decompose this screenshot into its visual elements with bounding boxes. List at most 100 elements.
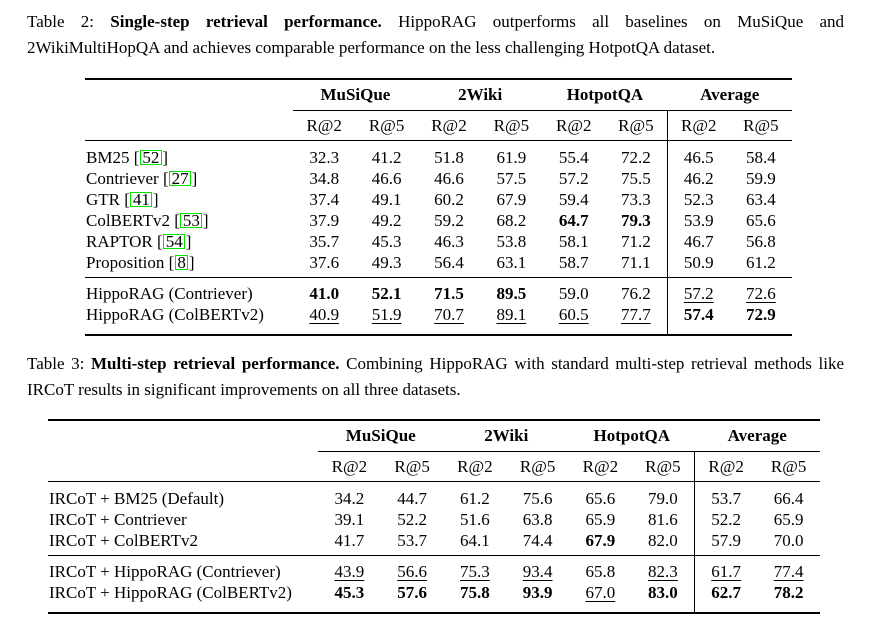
table-row: RAPTOR [54] 35.7 45.3 46.3 53.8 58.1 71.2 46.7 5… [85, 231, 792, 252]
metric-value: 61.9 [496, 147, 527, 167]
metric-value: 65.6 [585, 488, 616, 508]
caption-label: Table 3: [27, 354, 85, 373]
metric-value: 66.4 [773, 488, 804, 508]
citation-link[interactable]: 54 [163, 233, 186, 249]
metric-value: 43.9 [318, 555, 381, 582]
metric-value: 41.2 [371, 147, 402, 167]
metric-value: 72.2 [621, 147, 651, 167]
metric-value: 52.2 [694, 509, 758, 530]
metric-header: R@2 [569, 451, 632, 482]
metric-value: 82.3 [631, 555, 695, 582]
metric-value: 70.0 [773, 530, 804, 550]
metric-value: 41.0 [293, 277, 356, 304]
metric-value: 57.9 [694, 530, 758, 556]
metric-value: 50.9 [666, 252, 730, 278]
metric-value: 46.7 [666, 231, 730, 252]
citation-link[interactable]: 53 [180, 212, 203, 228]
metric-value: 60.2 [434, 189, 464, 209]
metric-value: 79.3 [621, 210, 651, 230]
metric-value: 40.9 [309, 304, 340, 324]
column-group-header: MuSiQue [293, 79, 418, 111]
table-row: IRCoT + HippoRAG (ColBERTv2) 45.3 57.6 75.8… [48, 582, 820, 613]
table-row: HippoRAG (ColBERTv2) 40.9 51.9 70.7 89.1 60.5… [85, 304, 792, 335]
metric-value: 83.0 [648, 582, 678, 602]
metric-value: 57.5 [496, 168, 527, 188]
method-label: IRCoT + HippoRAG (ColBERTv2) [49, 582, 292, 602]
method-label: RAPTOR [54] [86, 231, 192, 251]
metric-value: 75.8 [460, 582, 490, 602]
metric-value: 51.8 [434, 147, 464, 167]
table-row: IRCoT + ColBERTv2 41.7 53.7 64.1 74.4 67.9 82.… [48, 530, 820, 556]
metric-header: R@5 [506, 451, 569, 482]
table3-caption: Table 3: Multi-step retrieval performanc… [27, 351, 844, 402]
method-label: ColBERTv2 [53] [86, 210, 209, 230]
metric-header: R@2 [318, 451, 381, 482]
metric-value: 75.5 [621, 168, 651, 188]
metric-value: 52.2 [397, 509, 427, 529]
metric-value: 39.1 [334, 509, 365, 529]
metric-value: 77.7 [621, 304, 651, 324]
metric-value: 57.2 [666, 277, 730, 304]
metric-value: 76.2 [604, 277, 668, 304]
metric-value: 34.2 [334, 488, 365, 508]
metric-header: R@5 [729, 110, 793, 141]
metric-value: 73.3 [621, 189, 651, 209]
caption-text: Combining HippoRAG with standard multi-s… [27, 354, 844, 399]
metric-value: 77.4 [757, 555, 820, 582]
metric-value: 81.6 [648, 509, 678, 529]
metric-value: 67.9 [496, 189, 527, 209]
citation-link[interactable]: 8 [174, 254, 189, 270]
metric-header: R@5 [380, 451, 444, 482]
method-label: Contriever [27] [86, 168, 198, 188]
metric-value: 89.5 [480, 277, 543, 304]
metric-value: 63.4 [746, 189, 776, 209]
metric-value: 58.1 [558, 231, 589, 251]
metric-value: 52.1 [355, 277, 418, 304]
metric-value: 49.2 [371, 210, 402, 230]
metric-header: R@2 [443, 451, 507, 482]
citation-link[interactable]: 52 [139, 149, 162, 165]
table2-caption: Table 2: Single-step retrieval performan… [27, 9, 844, 60]
metric-value: 51.9 [371, 304, 402, 324]
method-label: GTR [41] [86, 189, 159, 209]
method-label: Proposition [8] [86, 252, 195, 272]
metric-value: 44.7 [397, 488, 427, 508]
metric-value: 61.7 [694, 555, 758, 582]
metric-value: 51.6 [460, 509, 490, 529]
metric-value: 59.9 [746, 168, 776, 188]
single-step-retrieval-table: MuSiQue 2Wiki HotpotQA Average R@2 R@5 R@2 R@5 R… [85, 78, 793, 336]
metric-value: 89.1 [496, 304, 527, 324]
metric-value: 61.2 [460, 488, 490, 508]
table-row: HippoRAG (Contriever) 41.0 52.1 71.5 89.5 59.… [85, 277, 793, 304]
metric-value: 63.1 [496, 252, 527, 272]
metric-value: 64.1 [460, 530, 490, 550]
method-label: IRCoT + HippoRAG (Contriever) [48, 555, 318, 582]
metric-value: 93.9 [522, 582, 553, 602]
metric-value: 37.6 [309, 252, 340, 272]
metric-value: 35.7 [309, 231, 340, 251]
metric-value: 32.3 [309, 147, 340, 167]
caption-title: Multi-step retrieval performance. [91, 354, 340, 373]
citation-link[interactable]: 41 [130, 191, 153, 207]
metric-value: 67.9 [585, 530, 616, 550]
table-row: GTR [41] 37.4 49.1 60.2 67.9 59.4 73.3 52.3 63.4 [85, 189, 792, 210]
metric-header: R@5 [355, 110, 418, 141]
metric-value: 41.7 [334, 530, 365, 550]
caption-title: Single-step retrieval performance. [110, 12, 382, 31]
column-group-header: HotpotQA [569, 420, 695, 452]
metric-value: 59.4 [558, 189, 589, 209]
metric-value: 46.2 [666, 168, 730, 189]
table-row: ColBERTv2 [53] 37.9 49.2 59.2 68.2 64.7 79.3 53… [85, 210, 792, 231]
metric-value: 71.2 [621, 231, 651, 251]
metric-value: 46.3 [434, 231, 464, 251]
metric-header: R@5 [631, 451, 695, 482]
empty-header-cell [48, 451, 318, 482]
column-group-header: MuSiQue [318, 420, 444, 452]
metric-value: 79.0 [648, 488, 678, 508]
empty-header-cell [85, 79, 293, 111]
metric-value: 57.2 [558, 168, 589, 188]
metric-value: 45.3 [334, 582, 365, 602]
citation-link[interactable]: 27 [169, 170, 192, 186]
caption-text: HippoRAG outperforms all baselines on Mu… [27, 12, 845, 57]
metric-value: 53.7 [397, 530, 427, 550]
